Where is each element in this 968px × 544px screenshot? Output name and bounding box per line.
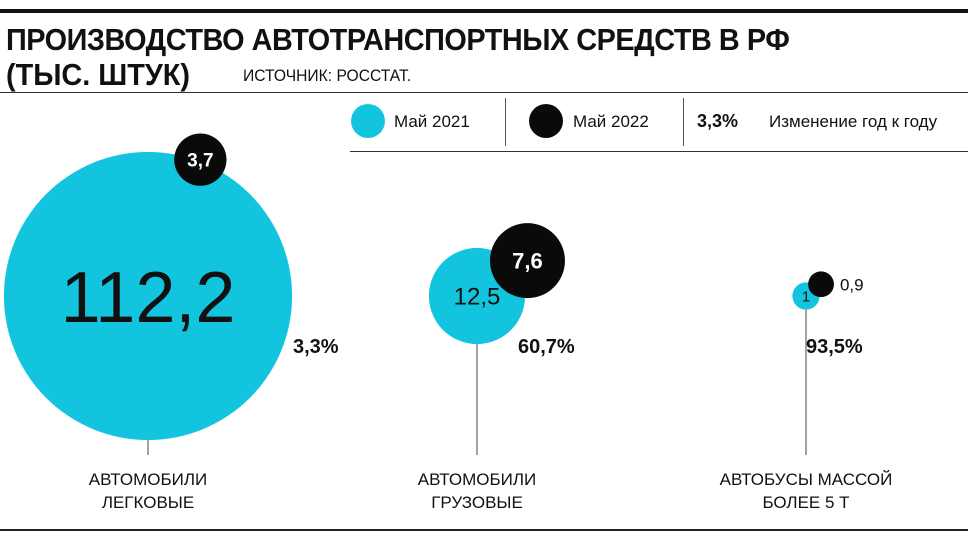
legend-rule	[350, 151, 968, 152]
category-label: АВТОБУСЫ МАССОЙ БОЛЕЕ 5 Т	[676, 468, 936, 514]
value-label-may2022: 3,7	[187, 150, 213, 171]
value-label-may2022: 0,9	[840, 275, 864, 294]
bubble-may2021	[3, 151, 293, 441]
category-label-line: БОЛЕЕ 5 Т	[762, 493, 850, 512]
value-label-may2021: 112,2	[61, 258, 236, 338]
bottom-rule	[0, 529, 968, 531]
top-rule	[0, 9, 968, 13]
legend-swatch-may2021	[351, 104, 385, 138]
legend-change-example: 3,3%	[697, 111, 739, 131]
chart-title: ПРОИЗВОДСТВО АВТОТРАНСПОРТНЫХ СРЕДСТВ В …	[6, 22, 790, 57]
category-label-line: АВТОМОБИЛИ	[417, 470, 537, 489]
change-label: 3,3%	[293, 336, 339, 358]
change-label: 60,7%	[518, 336, 575, 358]
bubble-may2022	[808, 271, 834, 298]
category-label: АВТОМОБИЛИ ГРУЗОВЫЕ	[347, 468, 607, 514]
change-label: 93,5%	[806, 336, 863, 358]
chart-title-unit: (ТЫС. ШТУК)	[6, 57, 190, 92]
value-label-may2022: 7,6	[512, 249, 543, 274]
category-label-line: ГРУЗОВЫЕ	[431, 493, 523, 512]
legend-swatch-may2022	[529, 104, 563, 138]
legend-label-may2021: Май 2021	[394, 112, 470, 131]
bubble-may2022	[489, 223, 565, 299]
category-label: АВТОМОБИЛИ ЛЕГКОВЫЕ	[18, 468, 278, 514]
category-label-line: АВТОМОБИЛИ	[88, 470, 208, 489]
bubble-may2022	[174, 133, 227, 186]
value-label-may2021: 1	[802, 288, 810, 305]
legend-divider	[505, 98, 506, 146]
header-rule	[0, 92, 968, 93]
category-label-line: АВТОБУСЫ МАССОЙ	[719, 470, 893, 489]
legend-divider	[683, 98, 684, 146]
legend-change-label: Изменение год к году	[769, 112, 938, 131]
category-label-line: ЛЕГКОВЫЕ	[101, 493, 195, 512]
value-label-may2021: 12,5	[454, 284, 501, 311]
legend-label-may2022: Май 2022	[573, 112, 649, 131]
chart-source: ИСТОЧНИК: РОССТАТ.	[243, 66, 412, 85]
